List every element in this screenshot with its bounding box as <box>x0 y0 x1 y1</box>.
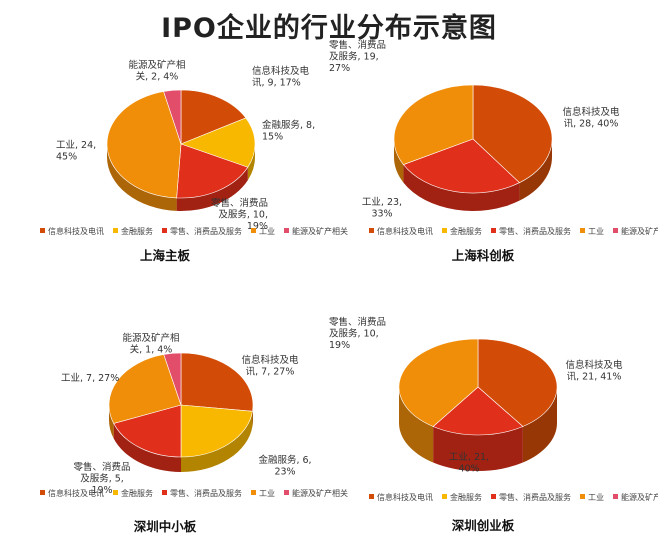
pie-slice-零售、消费品及服务 <box>432 386 524 436</box>
pie-data-label: 零售、消费品及服务, 5, 19% <box>73 461 130 496</box>
legend-label: 零售、消费品及服务 <box>499 226 571 236</box>
legend-label: 工业 <box>259 488 275 498</box>
legend-swatch <box>40 490 45 495</box>
legend-label: 金融服务 <box>450 226 482 236</box>
pie-slice-工业 <box>106 91 182 199</box>
pie-side-工业 <box>109 405 114 439</box>
legend-swatch <box>251 228 256 233</box>
legend-swatch <box>491 228 496 233</box>
legend-swatch <box>284 228 289 233</box>
pie-slice-工业 <box>398 338 479 427</box>
pie-slice-信息科技及电讯 <box>472 84 553 184</box>
pie-side-金融服务 <box>181 411 253 472</box>
chart-title: 深圳创业板 <box>452 518 515 533</box>
legend-swatch <box>369 494 374 499</box>
pie-data-label: 零售、消费品及服务, 10, 19% <box>329 316 386 351</box>
legend-label: 金融服务 <box>121 226 153 236</box>
pie-slice-信息科技及电讯 <box>180 89 247 145</box>
legend-label: 信息科技及电讯 <box>48 488 104 498</box>
pie-side-金融服务 <box>247 144 255 181</box>
pie-slice-信息科技及电讯 <box>180 352 254 412</box>
legend-label: 金融服务 <box>450 492 482 502</box>
pie-side-零售、消费品及服务 <box>176 167 248 211</box>
legend-label: 信息科技及电讯 <box>48 226 104 236</box>
page-title: IPO企业的行业分布示意图 <box>161 13 497 44</box>
legend-label: 工业 <box>259 226 275 236</box>
legend-label: 信息科技及电讯 <box>377 492 433 502</box>
legend-label: 零售、消费品及服务 <box>499 492 571 502</box>
legend-swatch <box>162 490 167 495</box>
pie-slice-零售、消费品及服务 <box>402 138 520 194</box>
pie-chart-shenzhen-chinext: 信息科技及电讯, 21, 41% 零售、消费品及服务, 10, 19% 工业, 21,… <box>329 316 658 533</box>
legend-swatch <box>613 494 618 499</box>
pie-chart-shanghai-star: 信息科技及电讯, 28, 40% 零售、消费品及服务, 19, 27% 工业, 23,… <box>329 39 658 263</box>
pie-chart-shenzhen-sme: 信息科技及电讯, 7, 27% 金融服务, 6, 23% 零售、消费品及服务, 5, 1… <box>40 332 348 534</box>
legend-swatch <box>442 494 447 499</box>
legend-label: 信息科技及电讯 <box>377 226 433 236</box>
legend-label: 金融服务 <box>121 488 153 498</box>
chart-title: 深圳中小板 <box>134 519 197 534</box>
pie-data-label: 工业, 21, 40% <box>449 452 489 475</box>
chart-title: 上海主板 <box>140 248 191 263</box>
legend-swatch <box>284 490 289 495</box>
legend-label: 零售、消费品及服务 <box>170 488 242 498</box>
pie-data-label: 金融服务, 6, 23% <box>258 454 311 478</box>
pie-data-label: 零售、消费品及服务, 10, 19% <box>211 197 268 232</box>
pie-slice-信息科技及电讯 <box>477 338 558 427</box>
pie-slice-工业 <box>393 84 474 165</box>
pie-data-label: 金融服务, 8, 15% <box>262 119 315 143</box>
pie-side-工业 <box>107 144 177 211</box>
pie-slice-工业 <box>108 354 182 424</box>
legend-swatch <box>369 228 374 233</box>
legend-swatch <box>113 228 118 233</box>
legend-label: 能源及矿产相关 <box>621 226 658 236</box>
pie-data-label: 工业, 7, 27% <box>61 373 119 384</box>
legend-swatch <box>162 228 167 233</box>
pie-slice-能源及矿产相关 <box>163 352 182 406</box>
pie-chart-shanghai-main: 信息科技及电讯, 9, 17% 金融服务, 8, 15% 零售、消费品及服务, 10,… <box>40 59 348 263</box>
legend-label: 工业 <box>588 226 604 236</box>
pie-side-零售、消费品及服务 <box>113 423 181 472</box>
legend-swatch <box>580 228 585 233</box>
legend-label: 零售、消费品及服务 <box>170 226 242 236</box>
chart-legend: 信息科技及电讯 金融服务 零售、消费品及服务 工业 能源及矿产相关 <box>40 488 348 498</box>
pie-data-label: 信息科技及电讯, 21, 41% <box>565 359 623 383</box>
pie-data-label: 信息科技及电讯, 9, 17% <box>252 65 310 89</box>
pie-slice-零售、消费品及服务 <box>176 143 249 199</box>
pie-side-工业 <box>394 139 404 183</box>
pie-slice-金融服务 <box>180 404 253 458</box>
legend-swatch <box>40 228 45 233</box>
legend-label: 能源及矿产相关 <box>292 488 348 498</box>
chart-legend: 信息科技及电讯 金融服务 零售、消费品及服务 工业 能源及矿产相关 <box>369 492 658 502</box>
chart-title: 上海科创板 <box>452 248 515 263</box>
pie-side-零售、消费品及服务 <box>403 164 520 211</box>
pie-side-信息科技及电讯 <box>519 139 552 201</box>
chart-legend: 信息科技及电讯 金融服务 零售、消费品及服务 工业 能源及矿产相关 <box>40 226 348 236</box>
pie-side-信息科技及电讯 <box>522 387 557 463</box>
pie-data-label: 信息科技及电讯, 28, 40% <box>562 106 620 130</box>
pie-data-label: 工业, 24, 45% <box>56 140 96 163</box>
pie-data-label: 能源及矿产相关, 1, 4% <box>122 332 179 356</box>
chart-legend: 信息科技及电讯 金融服务 零售、消费品及服务 工业 能源及矿产相关 <box>369 226 658 236</box>
pie-slice-能源及矿产相关 <box>163 89 182 145</box>
pie-slice-零售、消费品及服务 <box>113 404 182 458</box>
pie-data-label: 信息科技及电讯, 7, 27% <box>241 354 299 378</box>
legend-swatch <box>251 490 256 495</box>
legend-swatch <box>580 494 585 499</box>
pie-data-label: 能源及矿产相关, 2, 4% <box>128 59 185 83</box>
pie-side-零售、消费品及服务 <box>433 426 523 471</box>
pie-data-label: 零售、消费品及服务, 19, 27% <box>329 39 386 74</box>
legend-swatch <box>491 494 496 499</box>
legend-label: 能源及矿产相关 <box>292 226 348 236</box>
pie-slice-金融服务 <box>180 117 256 168</box>
legend-swatch <box>613 228 618 233</box>
pie-side-工业 <box>399 387 434 463</box>
legend-swatch <box>113 490 118 495</box>
legend-label: 工业 <box>588 492 604 502</box>
legend-label: 能源及矿产相关 <box>621 492 658 502</box>
legend-swatch <box>442 228 447 233</box>
pie-data-label: 工业, 23, 33% <box>362 197 402 220</box>
